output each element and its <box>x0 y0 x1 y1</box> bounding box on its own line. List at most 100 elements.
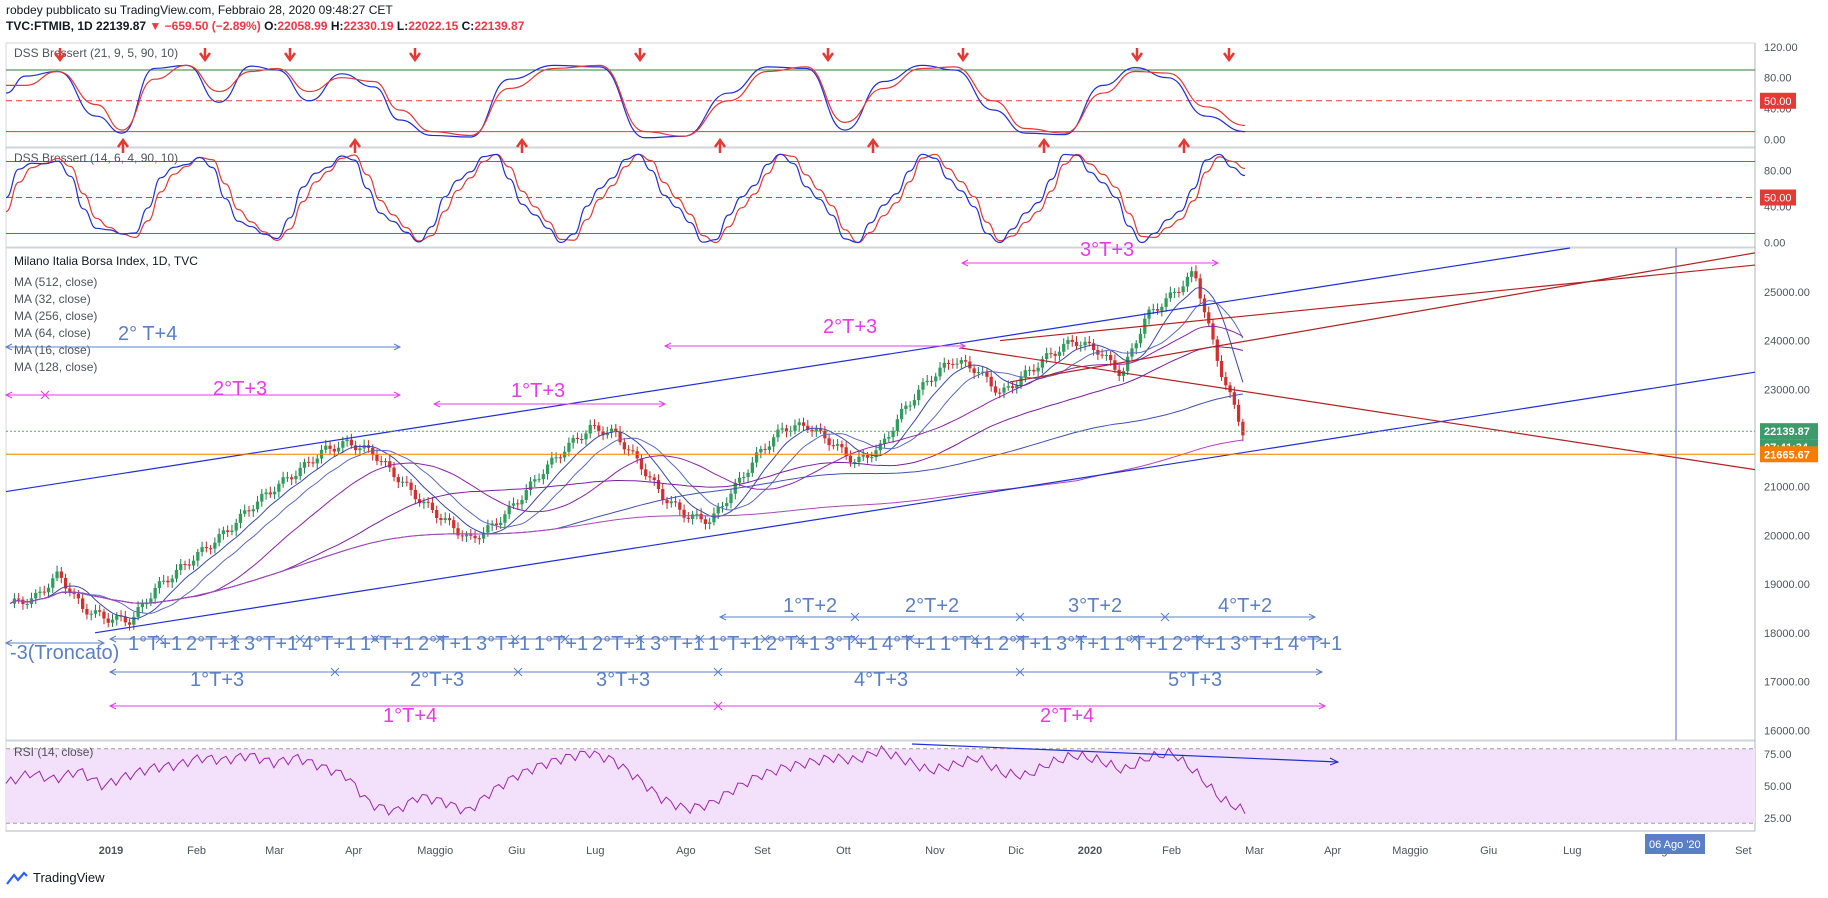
candle <box>746 472 750 477</box>
candle <box>588 424 592 434</box>
candle <box>247 510 251 512</box>
candle <box>1010 386 1015 389</box>
candle <box>98 610 102 612</box>
candle <box>797 422 801 426</box>
candle <box>392 467 396 478</box>
candle <box>592 424 597 426</box>
candle <box>605 432 609 436</box>
candle <box>238 513 243 523</box>
cycle-label: 3°T+2 <box>1068 595 1122 617</box>
cycle-label-row1: 3°T+1 <box>476 633 530 655</box>
candle <box>123 616 127 623</box>
candle <box>179 564 183 570</box>
candle <box>720 506 725 508</box>
candle <box>383 461 388 463</box>
candle <box>1066 339 1070 344</box>
candle <box>85 608 89 615</box>
candle <box>793 425 797 431</box>
cycle-cross-icon <box>230 634 240 644</box>
candle <box>243 510 247 514</box>
dss2-series-red <box>5 153 1246 244</box>
low-value: 22022.15 <box>408 19 459 33</box>
candle <box>162 580 166 582</box>
y-tick-label: 21000.00 <box>1764 482 1810 494</box>
candle <box>443 518 447 520</box>
candle <box>507 505 511 515</box>
candle <box>1181 286 1185 293</box>
footer-brand[interactable]: TradingView <box>33 870 105 885</box>
candle <box>132 616 136 625</box>
rsi-divergence-arrowhead <box>1329 757 1340 766</box>
candle <box>332 448 336 452</box>
close-label: C: <box>461 19 475 33</box>
red-trend-2 <box>1009 252 1756 383</box>
candle <box>272 491 277 495</box>
candle <box>1215 339 1219 361</box>
candle <box>729 493 733 504</box>
cycle-label-row1: 1°T+1 <box>1114 633 1168 655</box>
candle <box>157 581 162 589</box>
candle <box>699 513 703 520</box>
candle <box>827 438 831 446</box>
y-tick-label: 16000.00 <box>1764 725 1810 737</box>
candle <box>1113 360 1117 370</box>
candle <box>695 513 699 515</box>
down-arrow-icon <box>956 48 970 63</box>
candle <box>208 548 213 550</box>
candle <box>1087 341 1091 344</box>
symbol[interactable]: TVC:FTMIB, 1D <box>6 19 93 33</box>
price-pane-title: Milano Italia Borsa Index, 1D, TVC <box>14 254 198 268</box>
cycle-label-row1: 1°T+1 <box>940 633 994 655</box>
candle <box>153 588 157 599</box>
cycle-label-row1: 2°T+1 <box>766 633 820 655</box>
candle <box>311 462 315 464</box>
candle <box>716 507 720 514</box>
y-tick-label: 17000.00 <box>1764 677 1810 689</box>
candle <box>93 610 98 614</box>
candle <box>912 400 917 406</box>
candle <box>17 598 21 600</box>
candle <box>213 542 217 549</box>
level-label: 50.00 <box>1764 193 1792 205</box>
rsi-line <box>5 744 1246 816</box>
candle <box>452 520 456 529</box>
candle <box>597 425 601 432</box>
x-tick-label: Lug <box>1563 845 1581 857</box>
candle <box>115 615 119 620</box>
candle <box>533 479 537 482</box>
x-tick-label: Set <box>1735 845 1752 857</box>
candle <box>285 477 290 479</box>
candle <box>652 477 656 481</box>
candle <box>298 467 302 476</box>
candle <box>1019 377 1023 386</box>
candle <box>460 535 464 537</box>
x-tick-label: Maggio <box>1392 845 1428 857</box>
candle <box>874 450 878 458</box>
candle <box>648 476 652 478</box>
red-trend-3 <box>959 347 1756 471</box>
cycle-cross-icon <box>970 634 980 644</box>
cycle-label: 3°T+3 <box>596 669 650 691</box>
up-arrow-icon <box>515 137 529 153</box>
candle <box>1083 341 1087 346</box>
candle <box>1155 309 1160 311</box>
open-value: 22058.99 <box>277 19 328 33</box>
candle <box>422 501 426 504</box>
candle <box>435 510 439 518</box>
candle <box>1138 333 1143 344</box>
price-change: −659.50 (−2.89%) <box>164 19 261 33</box>
cycle-arrow-heads <box>108 668 1324 676</box>
x-tick-label: Feb <box>187 845 206 857</box>
candle <box>981 371 985 373</box>
candle <box>1027 369 1032 371</box>
candle <box>917 389 921 401</box>
cycle-label: -3(Troncato) <box>10 642 119 664</box>
candle <box>882 438 887 444</box>
candle <box>831 445 836 447</box>
candle <box>878 443 882 451</box>
candle <box>618 431 622 443</box>
candle <box>473 535 477 539</box>
candle <box>631 450 635 452</box>
candle <box>511 503 516 506</box>
